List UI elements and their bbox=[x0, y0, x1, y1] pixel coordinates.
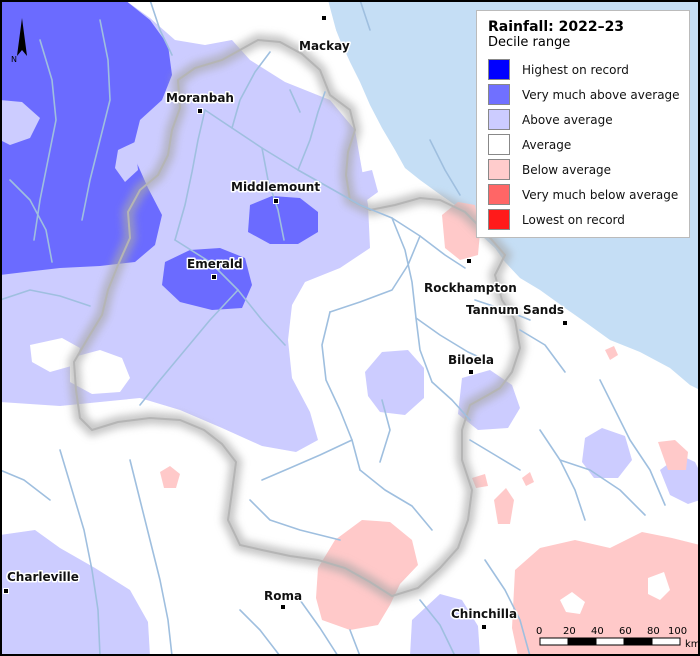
legend-label: Lowest on record bbox=[522, 212, 625, 227]
legend-swatch bbox=[488, 59, 510, 80]
scale-tick-0: 0 bbox=[536, 626, 542, 637]
town-marker-biloela bbox=[468, 369, 474, 375]
legend-item-very-much-above-average: Very much above average bbox=[488, 82, 680, 107]
rivers bbox=[0, 0, 666, 656]
legend-swatch bbox=[488, 184, 510, 205]
catchment-boundary bbox=[72, 38, 522, 598]
town-marker-middlemount bbox=[273, 198, 279, 204]
town-marker-tannum-sands bbox=[562, 320, 568, 326]
north-arrow-label: N bbox=[11, 55, 17, 64]
town-label-emerald: Emerald bbox=[187, 257, 243, 271]
above-average-insets bbox=[0, 100, 138, 182]
town-label-charleville: Charleville bbox=[7, 570, 79, 584]
scale-tick-40: 40 bbox=[591, 626, 604, 637]
scale-bar-segment bbox=[595, 637, 625, 646]
town-marker-rockhampton bbox=[466, 258, 472, 264]
scale-bar-segment bbox=[624, 638, 652, 645]
legend-swatch bbox=[488, 159, 510, 180]
scale-tick-60: 60 bbox=[619, 626, 632, 637]
scale-tick-20: 20 bbox=[563, 626, 576, 637]
legend-label: Average bbox=[522, 137, 572, 152]
legend-swatch bbox=[488, 109, 510, 130]
town-label-rockhampton: Rockhampton bbox=[424, 281, 517, 295]
scale-bar-segment bbox=[651, 637, 681, 646]
town-labels: Mackay Moranbah Middlemount Emerald Rock… bbox=[6, 38, 566, 623]
north-arrow-icon bbox=[17, 18, 27, 56]
scale-tick-80: 80 bbox=[647, 626, 660, 637]
town-label-chinchilla: Chinchilla bbox=[451, 607, 517, 621]
north-arrow: N bbox=[11, 18, 27, 64]
legend-swatch bbox=[488, 84, 510, 105]
town-label-tannum-sands: Tannum Sands bbox=[466, 303, 564, 317]
legend-swatch bbox=[488, 134, 510, 155]
legend: Rainfall: 2022–23 Decile range Highest o… bbox=[476, 10, 690, 238]
town-label-roma: Roma bbox=[264, 589, 302, 603]
legend-swatch bbox=[488, 209, 510, 230]
legend-item-below-average: Below average bbox=[488, 157, 679, 182]
town-label-moranbah: Moranbah bbox=[166, 91, 234, 105]
legend-title: Rainfall: 2022–23 bbox=[488, 19, 625, 35]
scale-bar-segment bbox=[539, 637, 569, 646]
town-marker-roma bbox=[280, 604, 286, 610]
legend-item-highest-on-record: Highest on record bbox=[488, 57, 679, 82]
legend-item-above-average: Above average bbox=[488, 107, 679, 132]
town-marker-charleville bbox=[3, 588, 9, 594]
town-marker-mackay bbox=[321, 15, 327, 21]
legend-item-lowest-on-record: Lowest on record bbox=[488, 207, 679, 232]
scale-bar-segment bbox=[568, 638, 596, 645]
scale-tick-100: 100 bbox=[668, 626, 687, 637]
town-label-biloela: Biloela bbox=[448, 353, 494, 367]
legend-label: Above average bbox=[522, 112, 613, 127]
scale-unit: km bbox=[685, 639, 700, 650]
town-marker-emerald bbox=[211, 274, 217, 280]
average-holes bbox=[560, 572, 670, 614]
legend-item-average: Average bbox=[488, 132, 679, 157]
legend-subtitle: Decile range bbox=[488, 35, 571, 50]
town-marker-moranbah bbox=[197, 108, 203, 114]
legend-label: Highest on record bbox=[522, 62, 629, 77]
scale-bar: 0 20 40 60 80 100 km bbox=[536, 626, 700, 650]
legend-label: Very much below average bbox=[522, 187, 679, 202]
town-marker-chinchilla bbox=[481, 624, 487, 630]
legend-label: Very much above average bbox=[522, 87, 680, 102]
legend-item-very-much-below-average: Very much below average bbox=[488, 182, 679, 207]
town-label-mackay: Mackay bbox=[299, 39, 350, 53]
legend-label: Below average bbox=[522, 162, 612, 177]
town-markers bbox=[3, 15, 568, 630]
town-label-middlemount: Middlemount bbox=[231, 180, 320, 194]
